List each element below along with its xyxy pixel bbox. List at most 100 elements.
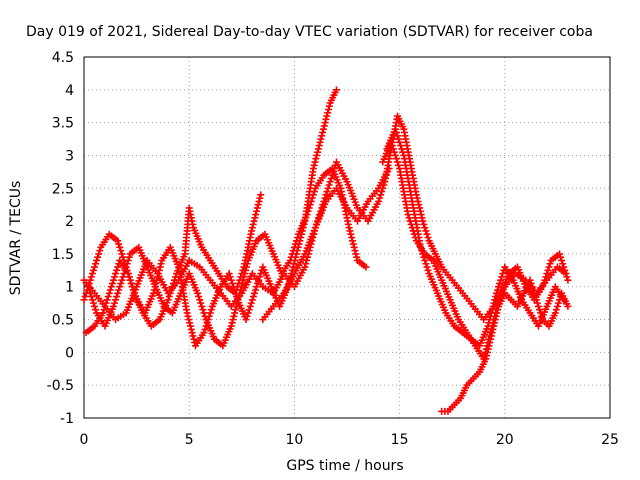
data-point-plus (407, 220, 415, 228)
data-point-plus (546, 260, 554, 268)
data-point-plus (252, 211, 260, 219)
data-point-plus (248, 224, 256, 232)
data-point-plus (310, 161, 318, 169)
data-point-plus (311, 158, 319, 166)
data-point-plus (289, 247, 297, 255)
data-point-plus (88, 270, 96, 278)
data-point-plus (287, 253, 295, 261)
y-tick-label: -0.5 (47, 378, 74, 394)
data-point-plus (392, 155, 400, 163)
data-point-plus (107, 283, 115, 291)
data-point-plus (123, 260, 131, 268)
data-point-plus (303, 256, 311, 264)
data-point-plus (315, 214, 323, 222)
data-point-plus (127, 279, 135, 287)
data-point-plus (185, 316, 193, 324)
y-tick-label: 3 (65, 148, 74, 164)
data-point-plus (91, 263, 99, 271)
data-point-plus (544, 266, 552, 274)
series-track-7 (379, 138, 572, 363)
data-point-plus (245, 306, 253, 314)
data-point-plus (225, 270, 233, 278)
data-point-plus (229, 316, 237, 324)
data-point-plus (499, 270, 507, 278)
data-point-plus (312, 220, 320, 228)
data-point-plus (375, 197, 383, 205)
data-point-plus (105, 289, 113, 297)
data-point-plus (119, 253, 127, 261)
data-point-plus (124, 256, 132, 264)
data-point-plus (348, 237, 356, 245)
data-point-plus (545, 263, 553, 271)
x-tick-label: 5 (185, 432, 194, 448)
data-point-plus (242, 263, 250, 271)
data-point-plus (552, 306, 560, 314)
data-point-plus (114, 237, 122, 245)
data-point-plus (540, 279, 548, 287)
data-point-plus (184, 312, 192, 320)
data-point-plus (242, 266, 250, 274)
data-point-plus (165, 293, 173, 301)
data-point-plus (317, 135, 325, 143)
data-point-plus (529, 286, 537, 294)
data-point-plus (156, 263, 164, 271)
data-point-plus (348, 234, 356, 241)
data-point-plus (312, 155, 320, 163)
data-point-plus (112, 270, 120, 278)
series-track-5 (259, 112, 570, 324)
data-point-plus (409, 227, 417, 235)
data-point-plus (376, 194, 384, 202)
x-tick-label: 10 (285, 432, 303, 448)
data-point-plus (421, 224, 429, 232)
data-point-plus (553, 302, 561, 310)
data-point-plus (391, 151, 399, 159)
data-point-plus (253, 204, 261, 212)
data-point-plus (532, 296, 540, 304)
x-axis-ticks: 0 5 10 15 20 25 (80, 432, 619, 448)
data-point-plus (315, 142, 323, 150)
data-point-plus (318, 132, 326, 140)
data-point-plus (536, 306, 544, 314)
data-points (80, 86, 572, 415)
data-point-plus (113, 293, 121, 301)
data-point-plus (290, 243, 298, 251)
data-point-plus (350, 243, 358, 251)
data-point-plus (94, 253, 102, 261)
data-point-plus (424, 234, 432, 241)
data-point-plus (423, 263, 431, 271)
data-point-plus (305, 204, 313, 212)
data-point-plus (122, 263, 130, 271)
y-tick-label: 1 (65, 280, 74, 296)
data-point-plus (421, 256, 429, 264)
data-point-plus (228, 319, 236, 327)
data-point-plus (238, 279, 246, 287)
data-point-plus (196, 296, 204, 304)
data-point-plus (539, 283, 547, 291)
data-point-plus (111, 273, 119, 281)
data-point-plus (186, 319, 194, 327)
data-point-plus (288, 250, 296, 258)
data-point-plus (89, 299, 97, 307)
data-point-plus (324, 106, 332, 114)
data-point-plus (121, 266, 129, 274)
data-point-plus (243, 260, 251, 268)
data-point-plus (108, 279, 116, 287)
data-point-plus (303, 211, 311, 219)
data-point-plus (556, 296, 564, 304)
data-point-plus (309, 191, 317, 199)
data-point-plus (120, 270, 128, 278)
data-point-plus (194, 289, 202, 297)
data-point-plus (119, 273, 127, 281)
y-tick-label: 3.5 (52, 116, 74, 132)
data-point-plus (240, 273, 248, 281)
data-point-plus (117, 279, 125, 287)
data-point-plus (96, 247, 104, 255)
data-point-plus (229, 283, 237, 291)
data-point-plus (392, 128, 400, 136)
data-point-plus (186, 322, 194, 330)
data-point-plus (198, 302, 206, 310)
data-point-plus (422, 260, 430, 268)
data-point-plus (326, 178, 334, 186)
data-point-plus (116, 283, 124, 291)
data-point-plus (149, 289, 157, 297)
